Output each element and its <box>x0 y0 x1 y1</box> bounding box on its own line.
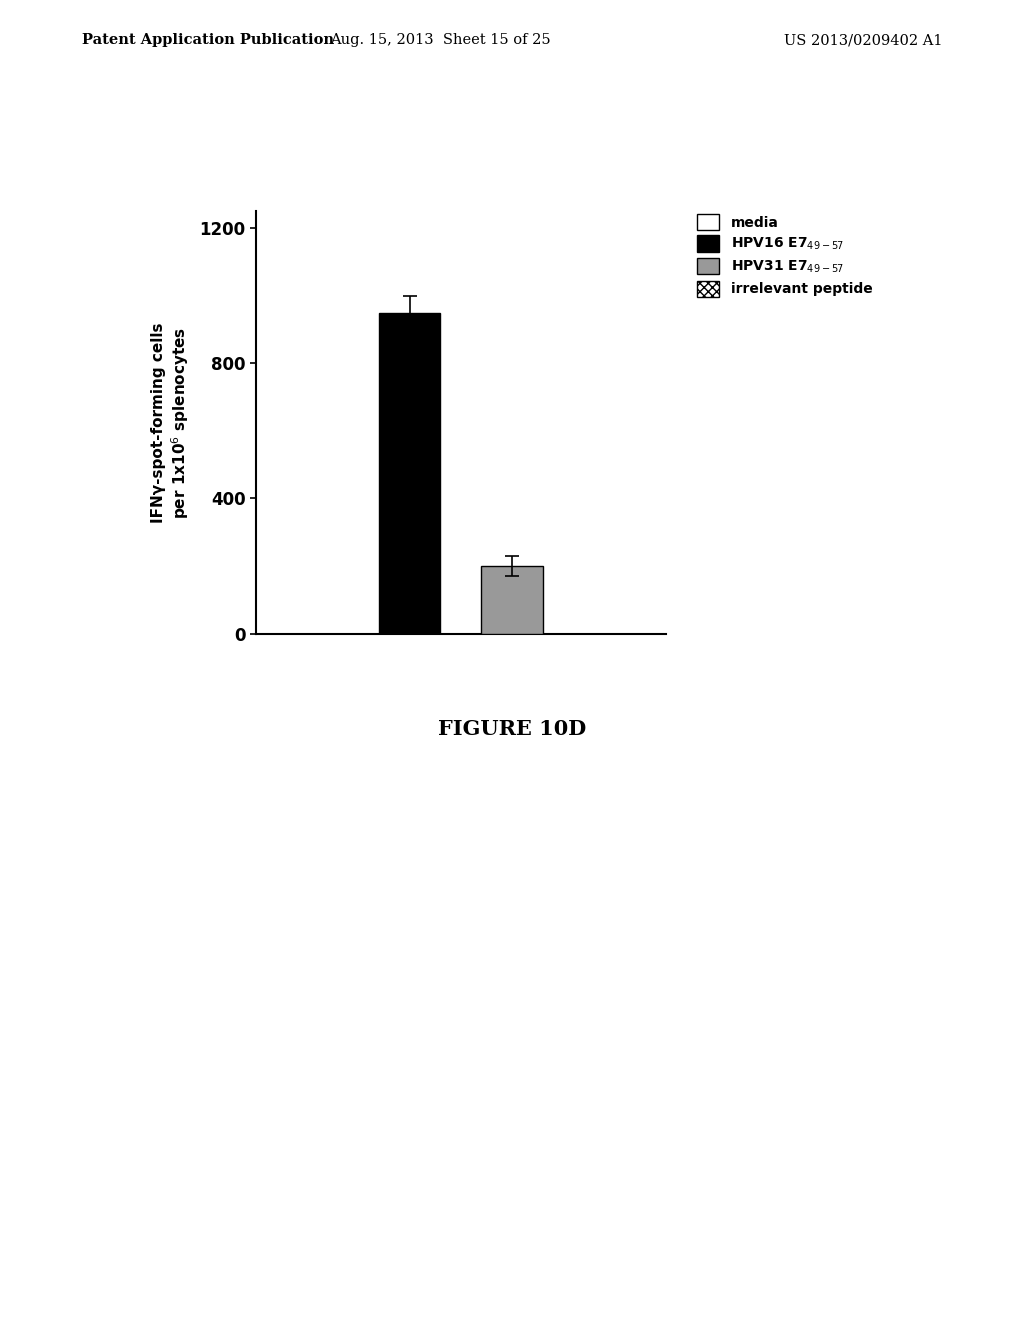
Bar <box>481 566 543 634</box>
Y-axis label: IFNγ-spot-forming cells
per 1x10$^6$ splenocytes: IFNγ-spot-forming cells per 1x10$^6$ spl… <box>152 322 191 523</box>
Text: Aug. 15, 2013  Sheet 15 of 25: Aug. 15, 2013 Sheet 15 of 25 <box>330 33 551 48</box>
Text: Patent Application Publication: Patent Application Publication <box>82 33 334 48</box>
Bar <box>379 313 440 634</box>
Text: US 2013/0209402 A1: US 2013/0209402 A1 <box>783 33 942 48</box>
Text: FIGURE 10D: FIGURE 10D <box>438 719 586 739</box>
Legend: media, HPV16 E7$_{49-57}$, HPV31 E7$_{49-57}$, irrelevant peptide: media, HPV16 E7$_{49-57}$, HPV31 E7$_{49… <box>693 210 877 301</box>
